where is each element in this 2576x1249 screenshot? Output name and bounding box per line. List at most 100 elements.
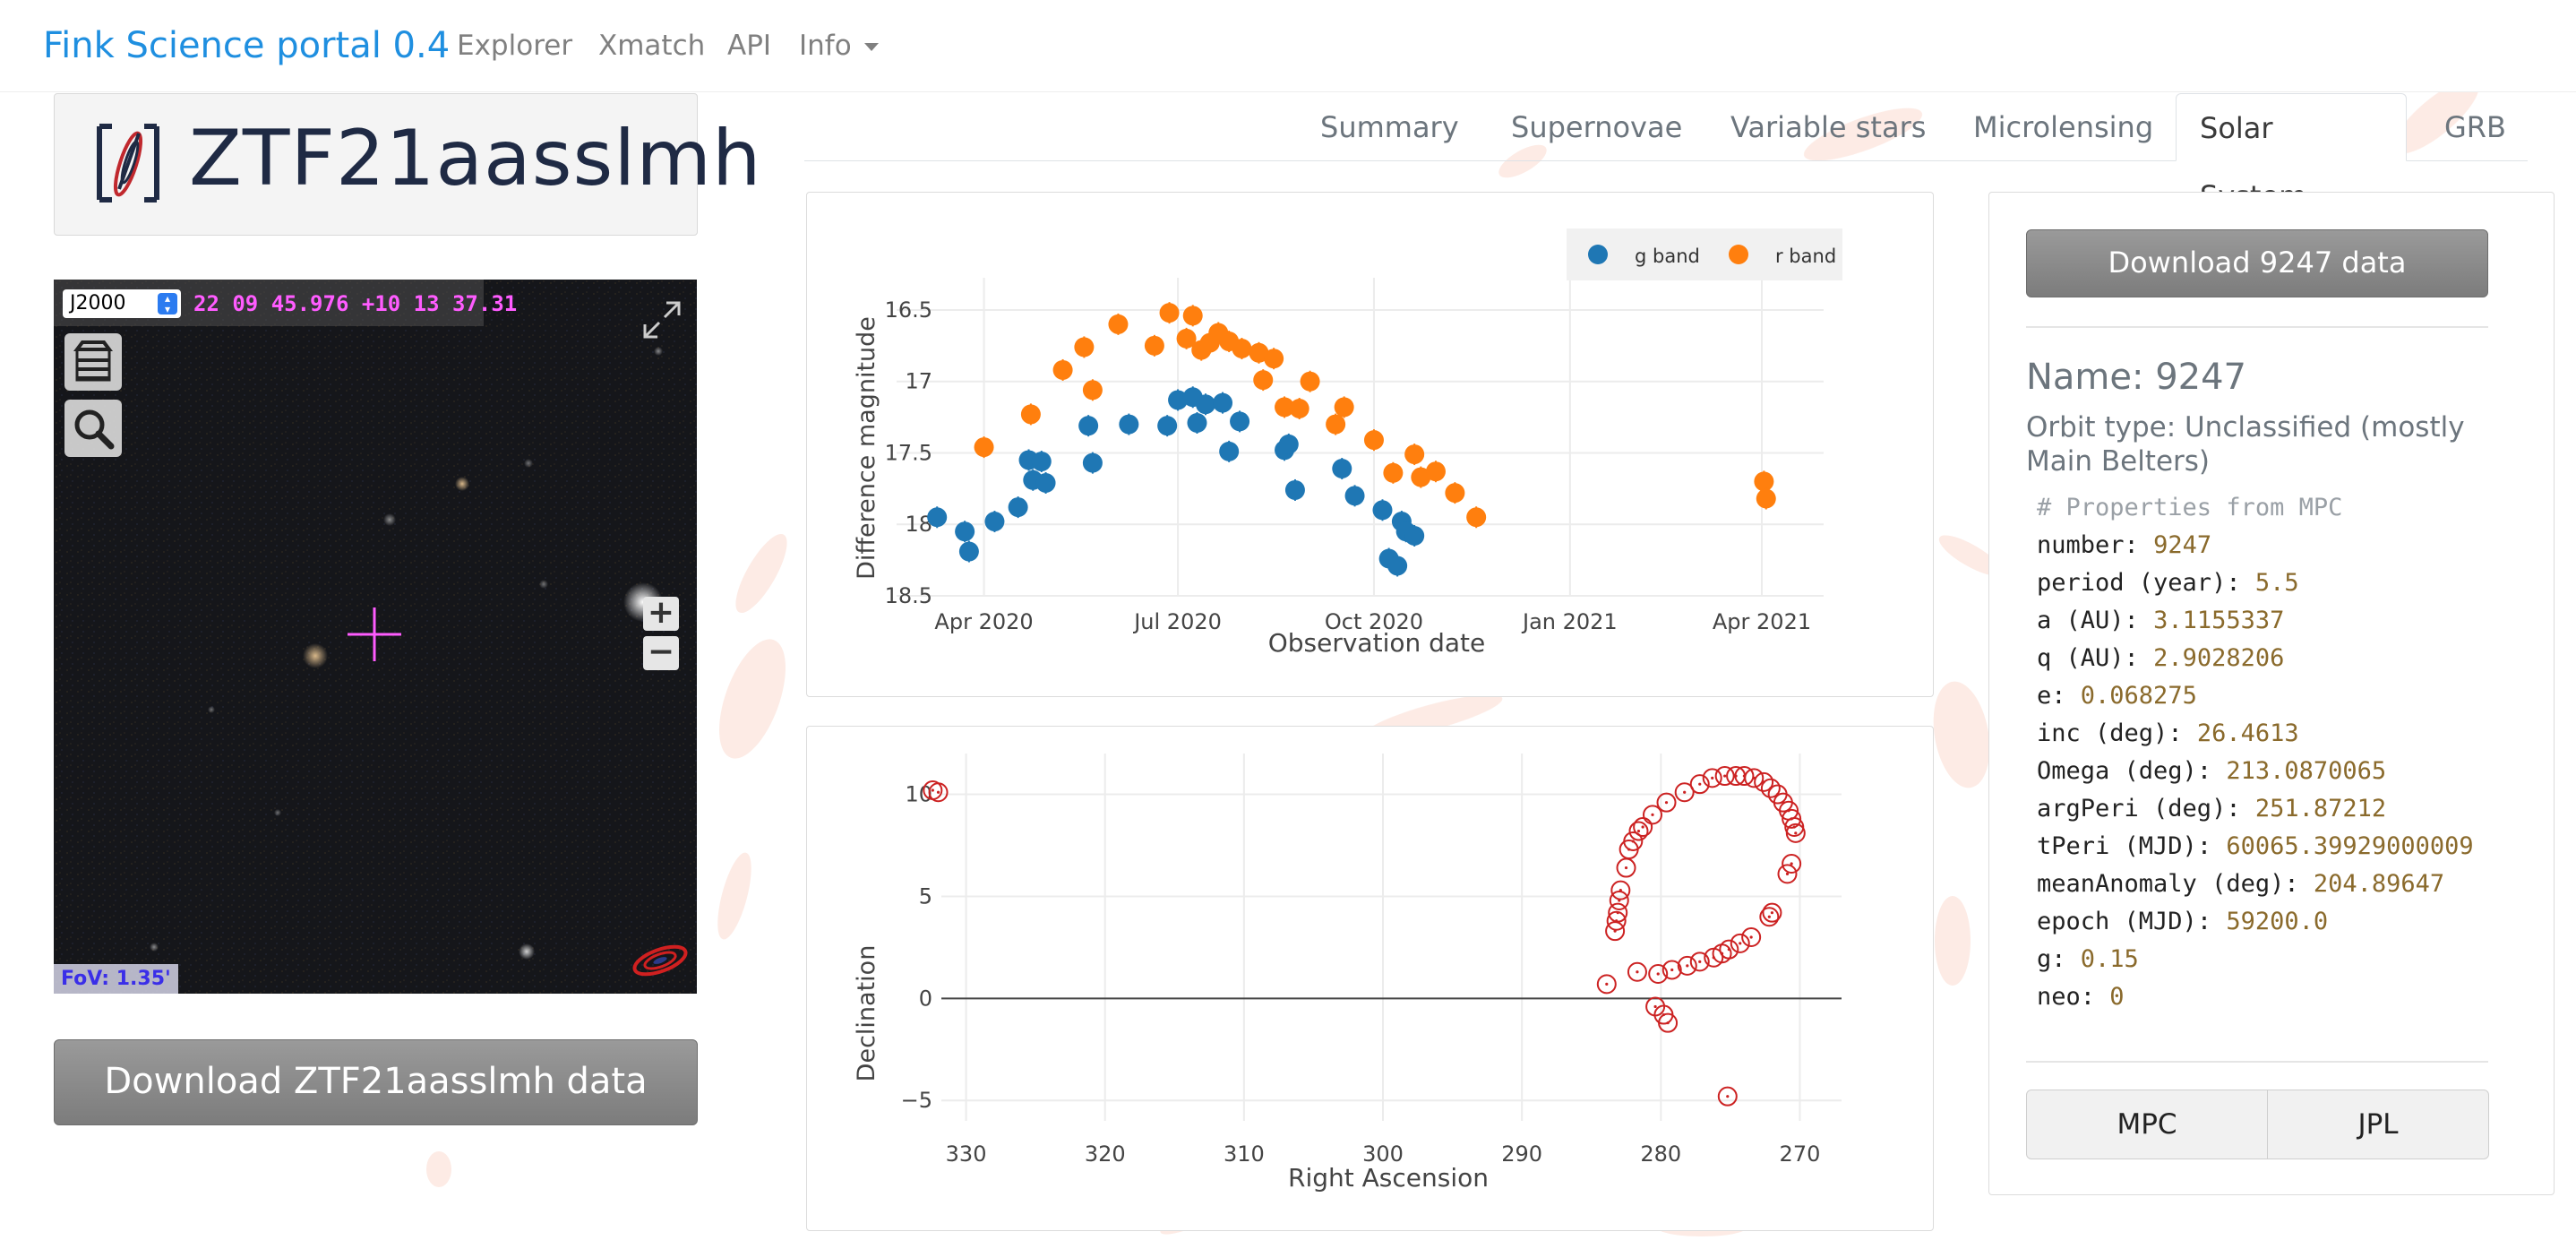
r-band-point[interactable] [1334,397,1354,418]
g-band-point[interactable] [927,507,948,528]
r-band-point[interactable] [1411,467,1431,487]
g-band-point[interactable] [1157,416,1178,436]
ephemeris-point[interactable] [1628,821,1649,841]
r-band-point[interactable] [1176,328,1197,349]
nav-explorer[interactable]: Explorer [457,30,573,62]
legend-r-label[interactable]: r band [1775,245,1836,267]
g-band-point[interactable] [984,512,1005,532]
download-object-button[interactable]: Download ZTF21aasslmh data [54,1039,698,1125]
ephemeris-point[interactable] [928,782,949,803]
g-band-point[interactable] [1082,452,1103,473]
ephemeris-point[interactable] [1656,792,1677,813]
g-band-point[interactable] [1213,392,1233,413]
r-band-point[interactable] [1253,370,1274,391]
brand-link[interactable]: Fink Science portal 0.4 [43,25,451,66]
ephemeris-point[interactable] [1741,927,1762,947]
ephemeris-point[interactable] [1648,964,1669,984]
r-band-point[interactable] [1754,471,1774,492]
aladin-sky-viewer[interactable]: J2000 ▴ ▾ 22 09 45.976 +10 13 37.31 + − F… [54,280,697,994]
frame-select[interactable]: J2000 ▴ ▾ [63,289,181,318]
fullscreen-icon[interactable] [640,297,684,342]
nav-api[interactable]: API [727,30,772,62]
ephemeris-point[interactable] [1759,907,1780,927]
legend-g-label[interactable]: g band [1635,245,1700,267]
g-band-point[interactable] [1387,556,1408,576]
zoom-out-button[interactable]: − [643,636,679,670]
r-band-point[interactable] [1756,488,1776,509]
g-band-point[interactable] [1196,394,1215,415]
ephemeris-point[interactable] [1734,766,1755,787]
r-band-point[interactable] [1249,342,1269,363]
ephemeris-point[interactable] [1677,955,1697,976]
ephemeris-point[interactable] [1606,910,1627,931]
r-band-point[interactable] [1182,306,1203,326]
ephemeris-point[interactable] [1610,880,1631,900]
r-band-point[interactable] [974,437,994,458]
ephemeris-point[interactable] [1689,952,1710,972]
ephemeris-point[interactable] [1643,805,1662,825]
tab-variable-stars[interactable]: Variable stars [1730,110,1927,144]
r-band-point[interactable] [1082,380,1103,401]
jpl-button[interactable]: JPL [2267,1090,2489,1159]
ephemeris-point[interactable] [1762,902,1782,923]
ephemeris-point[interactable] [1785,823,1806,843]
ephemeris-point[interactable] [1704,947,1724,968]
r-band-point[interactable] [1264,349,1284,369]
g-band-point[interactable] [955,521,975,542]
ephemeris-point[interactable] [1633,817,1653,837]
r-band-point[interactable] [1232,339,1252,359]
r-band-point[interactable] [1144,335,1164,356]
g-band-point[interactable] [1219,441,1240,461]
r-band-point[interactable] [1074,337,1095,357]
tab-microlensing[interactable]: Microlensing [1973,110,2154,144]
r-band-point[interactable] [1404,444,1425,465]
nav-info-dropdown[interactable]: Info [799,30,879,62]
g-band-point[interactable] [1284,479,1305,500]
ephemeris-point[interactable] [1674,782,1695,803]
ephemeris-point[interactable] [1782,808,1802,829]
ephemeris-point[interactable] [1717,1086,1738,1107]
ephemeris-point[interactable] [1702,768,1722,788]
r-band-point[interactable] [1052,359,1073,380]
g-band-point[interactable] [1187,412,1207,433]
g-band-point[interactable] [1372,500,1393,521]
r-band-point[interactable] [1445,483,1465,504]
g-band-point[interactable] [1344,486,1365,506]
g-band-point[interactable] [1008,497,1028,518]
r-band-point[interactable] [1275,397,1295,418]
ephemeris-point[interactable] [1714,766,1735,787]
radec-chart[interactable]: 330 320 310 300 290 280 270 10 5 0 −5 Right Ascens… [807,727,1933,1230]
r-band-point[interactable] [1326,414,1346,435]
g-band-point[interactable] [1332,459,1352,479]
r-band-point[interactable] [1159,303,1180,323]
ephemeris-point[interactable] [1744,768,1765,788]
g-band-point[interactable] [1278,434,1299,454]
zoom-in-button[interactable]: + [643,597,679,631]
r-band-point[interactable] [1289,399,1309,419]
g-band-point[interactable] [1404,526,1425,546]
ephemeris-point[interactable] [1627,961,1647,982]
ephemeris-point[interactable] [1777,864,1798,884]
tab-grb[interactable]: GRB [2444,110,2506,144]
r-band-point[interactable] [1363,430,1384,451]
ephemeris-point[interactable] [1782,854,1802,874]
layers-button[interactable] [64,333,122,391]
ephemeris-point[interactable] [1754,771,1774,792]
ephemeris-point[interactable] [1760,778,1781,798]
ephemeris-point[interactable] [1608,902,1628,923]
lightcurve-chart[interactable]: Apr 2020 Jul 2020 Oct 2020 Jan 2021 Apr 2021… [807,193,1933,696]
r-band-point[interactable] [1466,507,1487,528]
ephemeris-point[interactable] [1623,831,1644,851]
ephemeris-point[interactable] [1658,1012,1679,1033]
tab-summary[interactable]: Summary [1320,110,1459,144]
g-band-point[interactable] [1035,472,1056,493]
ephemeris-point[interactable] [1662,960,1682,980]
r-band-point[interactable] [1020,404,1041,425]
tab-solar-system[interactable]: Solar System [2176,93,2407,213]
g-band-point[interactable] [1230,411,1250,432]
tab-supernovae[interactable]: Supernovae [1511,110,1683,144]
g-band-point[interactable] [958,541,979,562]
r-band-point[interactable] [1383,462,1404,483]
nav-xmatch[interactable]: Xmatch [598,30,706,62]
g-band-point[interactable] [1078,416,1099,436]
